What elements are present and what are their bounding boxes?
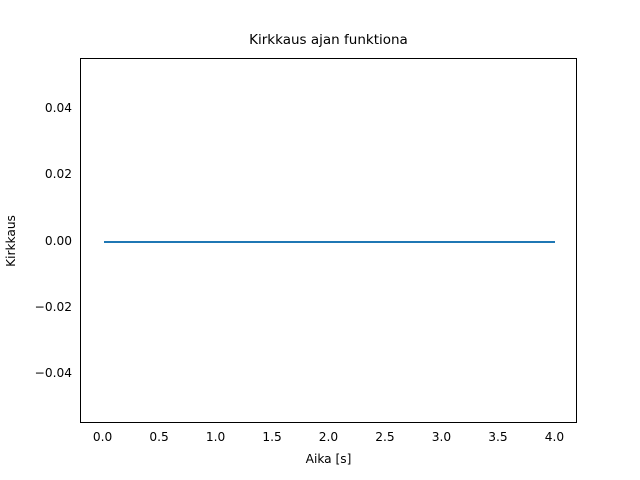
x-tick-label: 0.5 (149, 430, 169, 444)
y-tick-label: −0.02 (34, 299, 72, 314)
x-tick-label: 4.0 (544, 430, 565, 444)
y-tick-mark (80, 374, 81, 375)
y-axis-label-text: Kirkkaus (4, 214, 18, 267)
x-tick-label: 0.0 (92, 430, 113, 444)
y-tick-label: 0.02 (44, 167, 72, 182)
y-tick-mark (80, 241, 81, 242)
y-tick-mark (80, 108, 81, 109)
y-tick-label: −0.04 (34, 366, 72, 381)
y-tick-mark (80, 175, 81, 176)
x-tick-label: 3.5 (488, 430, 508, 444)
x-tick-label: 1.0 (205, 430, 226, 444)
y-tick-label: 0.00 (44, 233, 72, 248)
x-axis-label: Aika [s] (305, 452, 352, 466)
x-axis-tick-labels: 0.0 0.5 1.0 1.5 2.0 2.5 3.0 3.5 4.0 (80, 431, 577, 447)
plot-axes-area (80, 58, 577, 423)
x-tick-label: 2.5 (375, 430, 395, 444)
x-tick-label: 2.0 (318, 430, 339, 444)
y-axis-tick-labels: 0.04 0.02 0.00 −0.02 −0.04 (0, 58, 72, 423)
y-axis-label: Kirkkaus (0, 58, 22, 423)
y-tick-mark (80, 307, 81, 308)
x-tick-label: 3.0 (431, 430, 452, 444)
chart-title: Kirkkaus ajan funktiona (249, 32, 408, 48)
y-tick-label: 0.04 (44, 100, 72, 115)
data-line-kirkkaus (103, 240, 556, 243)
x-tick-label: 1.5 (262, 430, 282, 444)
